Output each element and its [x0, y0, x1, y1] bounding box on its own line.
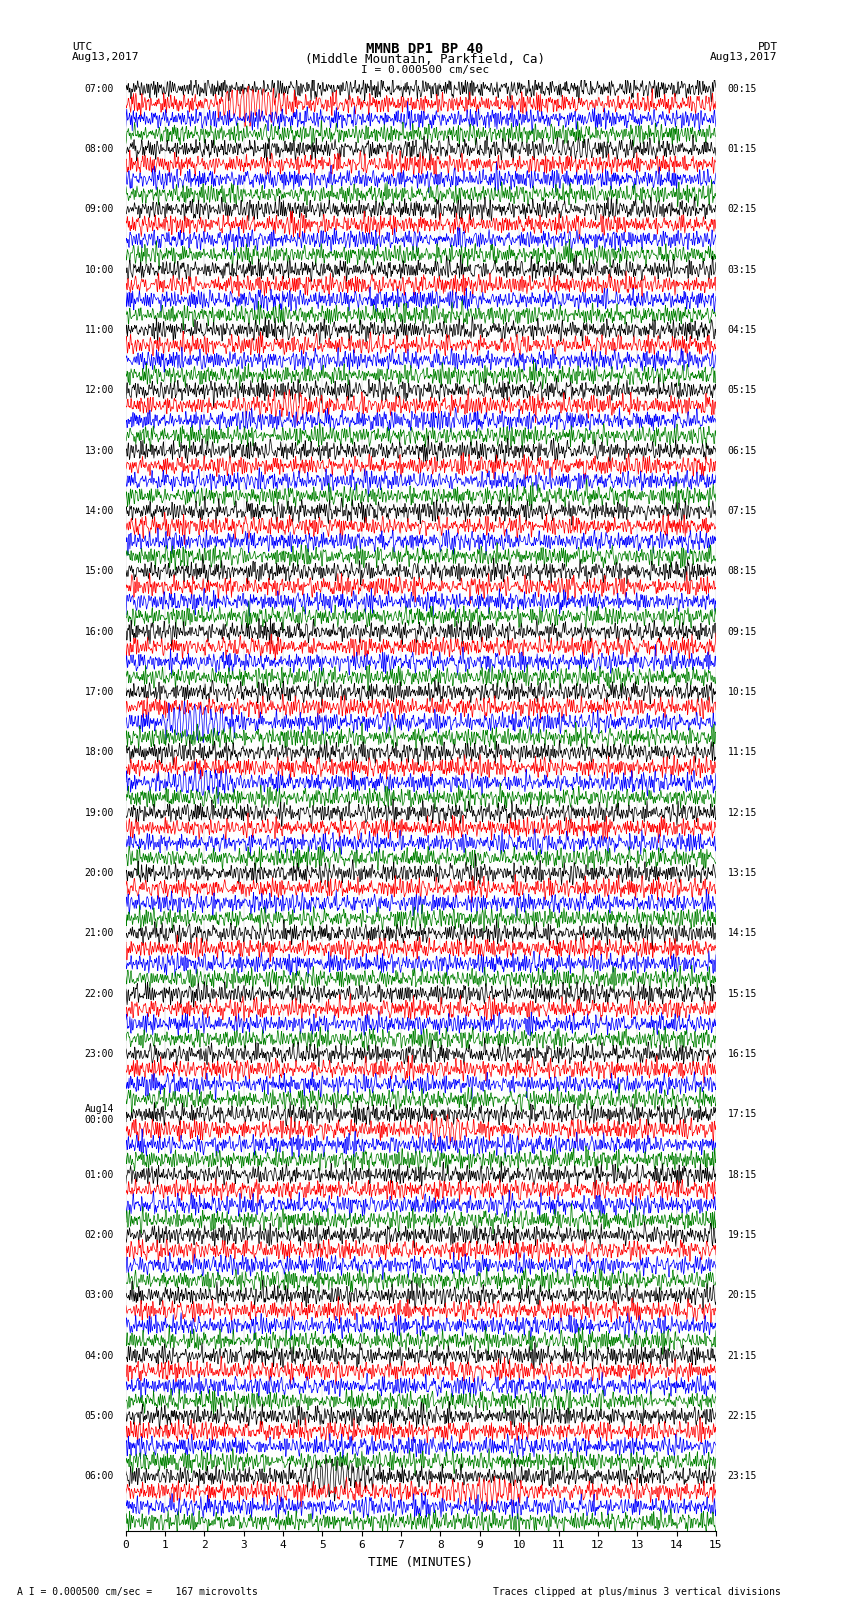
Text: 10:00: 10:00 — [84, 265, 114, 274]
Text: 07:15: 07:15 — [728, 506, 757, 516]
Text: 04:15: 04:15 — [728, 324, 757, 336]
Text: 02:15: 02:15 — [728, 205, 757, 215]
Text: 16:15: 16:15 — [728, 1048, 757, 1060]
Text: 11:15: 11:15 — [728, 747, 757, 758]
Text: 00:15: 00:15 — [728, 84, 757, 94]
Text: MMNB DP1 BP 40: MMNB DP1 BP 40 — [366, 42, 484, 56]
Text: 08:00: 08:00 — [84, 144, 114, 153]
Text: 07:00: 07:00 — [84, 84, 114, 94]
Text: 21:00: 21:00 — [84, 929, 114, 939]
Text: 14:15: 14:15 — [728, 929, 757, 939]
Text: 05:15: 05:15 — [728, 386, 757, 395]
Text: Traces clipped at plus/minus 3 vertical divisions: Traces clipped at plus/minus 3 vertical … — [493, 1587, 781, 1597]
Text: 06:00: 06:00 — [84, 1471, 114, 1481]
Text: (Middle Mountain, Parkfield, Ca): (Middle Mountain, Parkfield, Ca) — [305, 53, 545, 66]
Text: 20:00: 20:00 — [84, 868, 114, 877]
Text: 13:15: 13:15 — [728, 868, 757, 877]
Text: 01:00: 01:00 — [84, 1169, 114, 1179]
Text: 03:15: 03:15 — [728, 265, 757, 274]
Text: UTC: UTC — [72, 42, 93, 52]
Text: 23:00: 23:00 — [84, 1048, 114, 1060]
Text: A I = 0.000500 cm/sec =    167 microvolts: A I = 0.000500 cm/sec = 167 microvolts — [17, 1587, 258, 1597]
Text: PDT: PDT — [757, 42, 778, 52]
Text: Aug13,2017: Aug13,2017 — [72, 52, 139, 61]
Text: 17:15: 17:15 — [728, 1110, 757, 1119]
Text: 20:15: 20:15 — [728, 1290, 757, 1300]
Text: I = 0.000500 cm/sec: I = 0.000500 cm/sec — [361, 65, 489, 74]
Text: 22:15: 22:15 — [728, 1411, 757, 1421]
Text: 11:00: 11:00 — [84, 324, 114, 336]
Text: 05:00: 05:00 — [84, 1411, 114, 1421]
Text: 15:00: 15:00 — [84, 566, 114, 576]
Text: 22:00: 22:00 — [84, 989, 114, 998]
Text: 09:15: 09:15 — [728, 626, 757, 637]
Text: Aug13,2017: Aug13,2017 — [711, 52, 778, 61]
Text: 08:15: 08:15 — [728, 566, 757, 576]
Text: 17:00: 17:00 — [84, 687, 114, 697]
Text: 21:15: 21:15 — [728, 1350, 757, 1361]
Text: 12:00: 12:00 — [84, 386, 114, 395]
Text: 14:00: 14:00 — [84, 506, 114, 516]
Text: 12:15: 12:15 — [728, 808, 757, 818]
Text: 02:00: 02:00 — [84, 1231, 114, 1240]
Text: 13:00: 13:00 — [84, 445, 114, 455]
Text: 01:15: 01:15 — [728, 144, 757, 153]
Text: 03:00: 03:00 — [84, 1290, 114, 1300]
Text: 09:00: 09:00 — [84, 205, 114, 215]
Text: Aug14
00:00: Aug14 00:00 — [84, 1103, 114, 1126]
Text: 16:00: 16:00 — [84, 626, 114, 637]
Text: 04:00: 04:00 — [84, 1350, 114, 1361]
Text: 19:15: 19:15 — [728, 1231, 757, 1240]
Text: 10:15: 10:15 — [728, 687, 757, 697]
Text: 18:15: 18:15 — [728, 1169, 757, 1179]
Text: 18:00: 18:00 — [84, 747, 114, 758]
Text: 06:15: 06:15 — [728, 445, 757, 455]
Text: 15:15: 15:15 — [728, 989, 757, 998]
Text: 19:00: 19:00 — [84, 808, 114, 818]
Text: 23:15: 23:15 — [728, 1471, 757, 1481]
X-axis label: TIME (MINUTES): TIME (MINUTES) — [368, 1557, 473, 1569]
